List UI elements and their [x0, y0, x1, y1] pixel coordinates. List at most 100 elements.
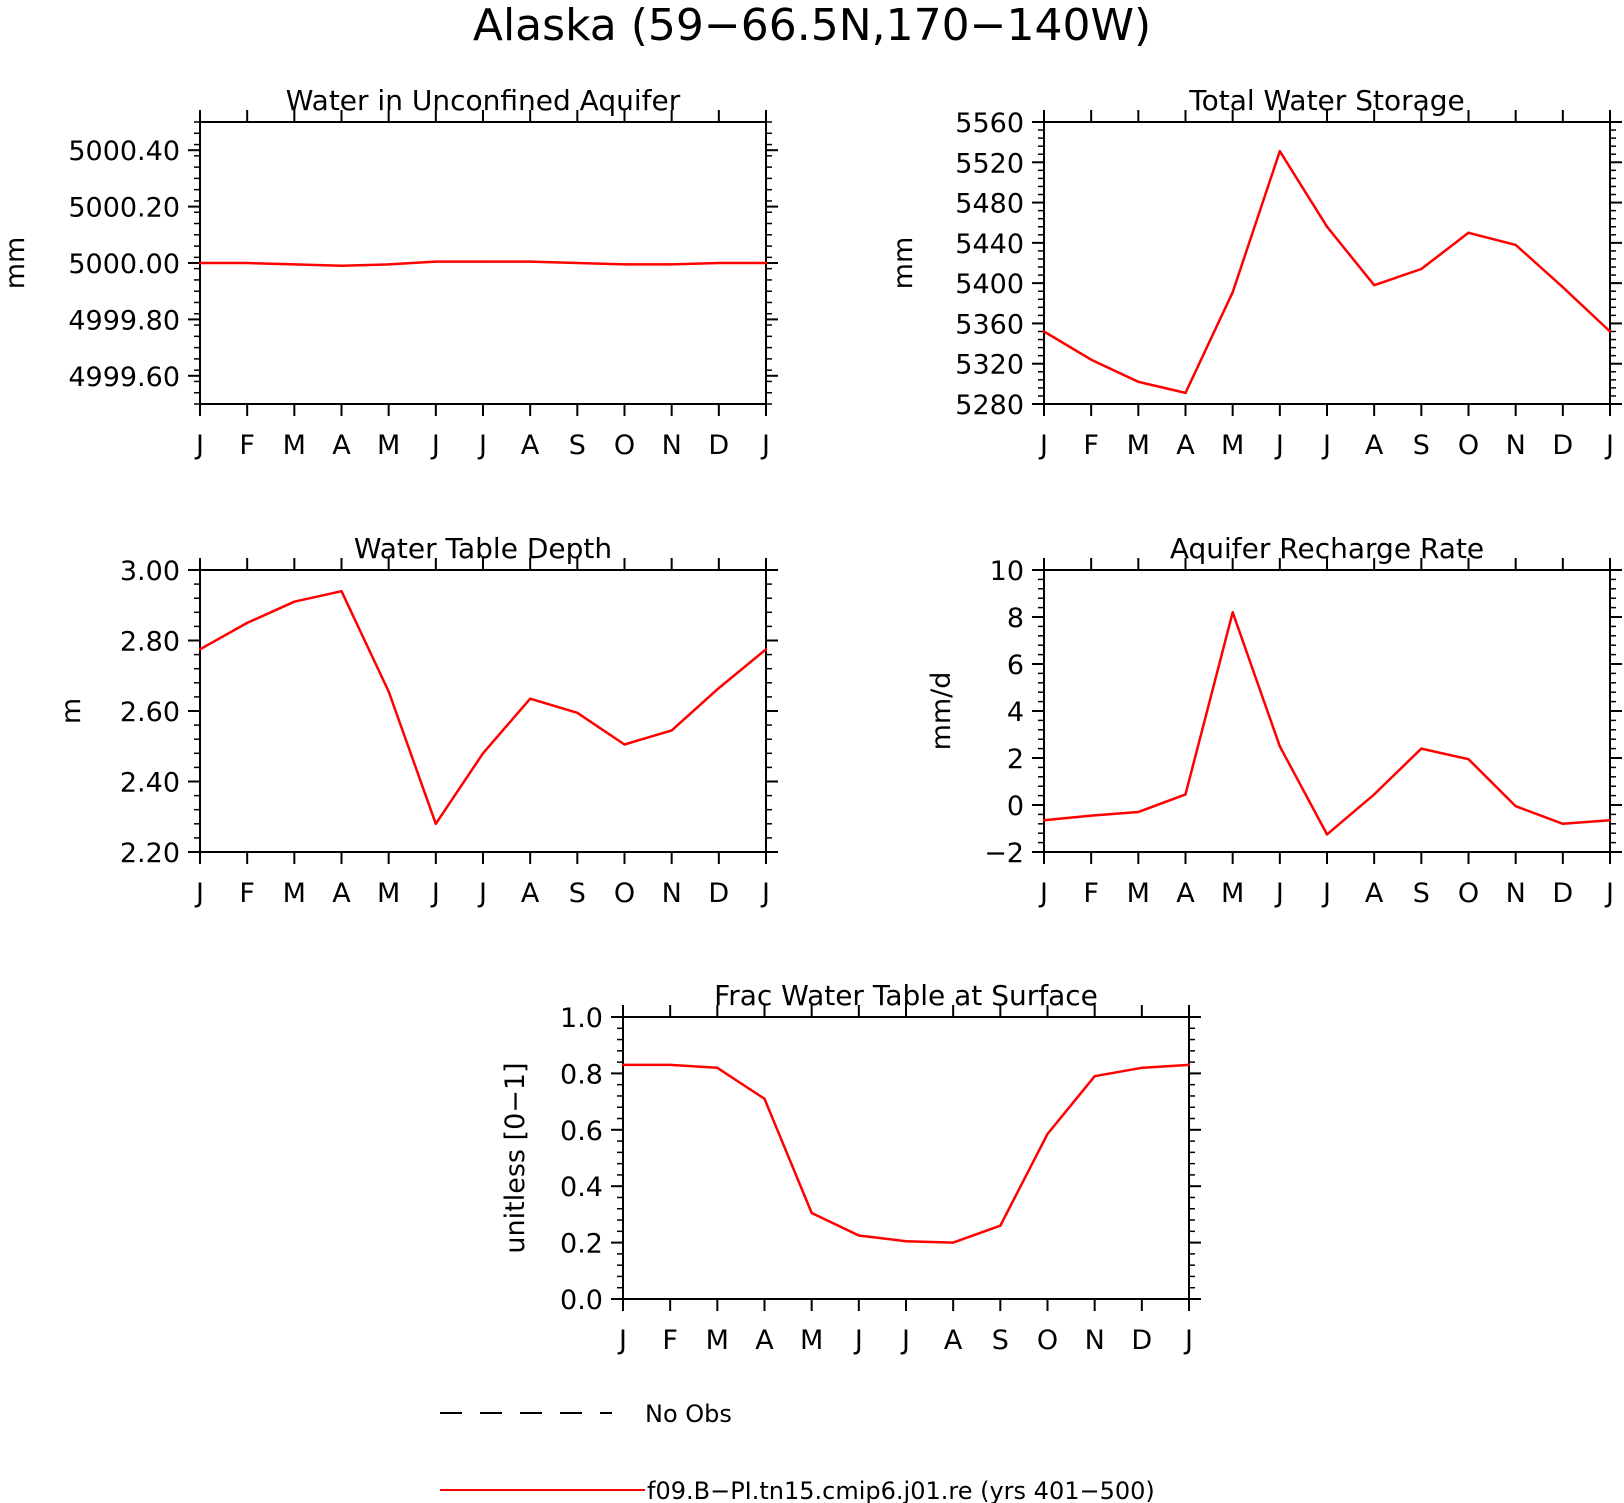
x-tick-label: D: [1552, 878, 1573, 909]
x-tick-label: J: [477, 430, 487, 461]
x-tick-label: M: [283, 430, 306, 461]
data-point: [670, 729, 673, 732]
x-tick-label: J: [617, 1325, 627, 1356]
x-tick-label: J: [1038, 430, 1048, 461]
x-tick-label: J: [194, 430, 204, 461]
data-point: [716, 1066, 719, 1069]
y-tick-label: 5000.20: [68, 193, 180, 224]
data-point: [340, 589, 343, 593]
x-tick-label: O: [1037, 1325, 1058, 1356]
x-tick-label: S: [569, 878, 586, 909]
x-tick-label: A: [521, 878, 540, 909]
data-point: [198, 261, 202, 265]
data-point: [1608, 330, 1612, 333]
data-point: [1137, 380, 1140, 384]
data-point: [576, 711, 579, 714]
data-point: [340, 264, 343, 268]
plot-frame: [622, 1016, 1190, 1300]
x-tick-label: N: [662, 430, 682, 461]
data-point: [245, 261, 249, 265]
x-tick-label: A: [944, 1325, 963, 1356]
x-tick-label: D: [1552, 430, 1573, 461]
x-tick-label: D: [1131, 1325, 1152, 1356]
data-point: [1372, 793, 1376, 796]
data-point: [1467, 231, 1470, 234]
page-title: Alaska (59−66.5N,170−140W): [473, 0, 1151, 51]
y-tick-label: 4999.60: [68, 362, 180, 393]
x-tick-label: A: [1176, 878, 1195, 909]
y-tick-label: 2.40: [120, 768, 180, 799]
x-tick-label: A: [521, 430, 540, 461]
data-point: [1561, 822, 1565, 825]
data-point: [1278, 150, 1282, 153]
y-tick-label: 5520: [955, 148, 1024, 179]
data-point: [764, 261, 768, 265]
x-tick-label: O: [1458, 878, 1479, 909]
y-tick-label: 8: [1007, 603, 1024, 634]
data-point: [528, 697, 532, 700]
y-tick-label: 2.60: [120, 697, 180, 728]
data-point: [1184, 391, 1187, 395]
y-axis-label: mm/d: [926, 672, 957, 751]
data-point: [1089, 358, 1093, 361]
data-point: [1089, 814, 1093, 817]
x-tick-label: F: [662, 1325, 678, 1356]
data-point: [670, 263, 673, 266]
x-tick-label: F: [239, 878, 255, 909]
data-point: [434, 260, 438, 263]
series-line: [1043, 611, 1611, 836]
series-line: [199, 589, 767, 826]
y-tick-label: 5000.40: [68, 136, 180, 167]
data-point: [1184, 793, 1187, 796]
data-point: [293, 263, 296, 266]
x-tick-label: N: [662, 878, 682, 909]
y-tick-label: 1.0: [560, 1003, 603, 1034]
x-tick-label: J: [900, 1325, 910, 1356]
data-point: [576, 261, 579, 265]
data-point: [764, 648, 768, 651]
data-point: [621, 1063, 625, 1067]
data-point: [1608, 819, 1612, 822]
x-tick-label: A: [755, 1325, 774, 1356]
data-point: [1467, 757, 1470, 761]
x-tick-label: F: [1083, 430, 1099, 461]
y-tick-label: 2: [1007, 744, 1024, 775]
data-point: [717, 261, 721, 265]
x-tick-label: D: [708, 430, 729, 461]
x-tick-label: O: [614, 430, 635, 461]
x-tick-label: A: [1365, 878, 1384, 909]
legend: No Obs f09.B−PI.tn15.cmip6.j01.re (yrs 4…: [440, 1400, 1155, 1503]
data-point: [1420, 267, 1423, 271]
y-tick-label: 5360: [955, 309, 1024, 340]
x-tick-label: F: [239, 430, 255, 461]
x-tick-label: J: [760, 878, 770, 909]
x-tick-label: N: [1085, 1325, 1105, 1356]
y-axis-label: mm: [0, 237, 31, 290]
x-tick-label: J: [1321, 878, 1331, 909]
y-tick-label: 3.00: [120, 556, 180, 587]
y-tick-label: 6: [1007, 650, 1024, 681]
y-tick-label: 0.4: [560, 1172, 603, 1203]
y-tick-label: 4999.80: [68, 305, 180, 336]
x-tick-label: M: [377, 878, 400, 909]
data-point: [951, 1241, 955, 1244]
data-point: [1325, 833, 1329, 836]
data-point: [623, 263, 626, 266]
data-point: [481, 752, 485, 755]
x-tick-label: J: [1183, 1325, 1193, 1356]
y-tick-label: −2: [984, 838, 1024, 869]
x-tick-label: O: [1458, 430, 1479, 461]
x-tick-label: A: [332, 878, 351, 909]
x-tick-label: J: [1274, 430, 1284, 461]
x-tick-label: N: [1506, 878, 1526, 909]
data-point: [1093, 1075, 1096, 1078]
y-axis-label: m: [56, 698, 87, 724]
data-point: [387, 690, 390, 693]
data-point: [717, 686, 721, 690]
x-tick-label: M: [377, 430, 400, 461]
data-point: [810, 1211, 813, 1215]
x-tick-label: M: [1221, 878, 1244, 909]
y-tick-label: 4: [1007, 697, 1024, 728]
